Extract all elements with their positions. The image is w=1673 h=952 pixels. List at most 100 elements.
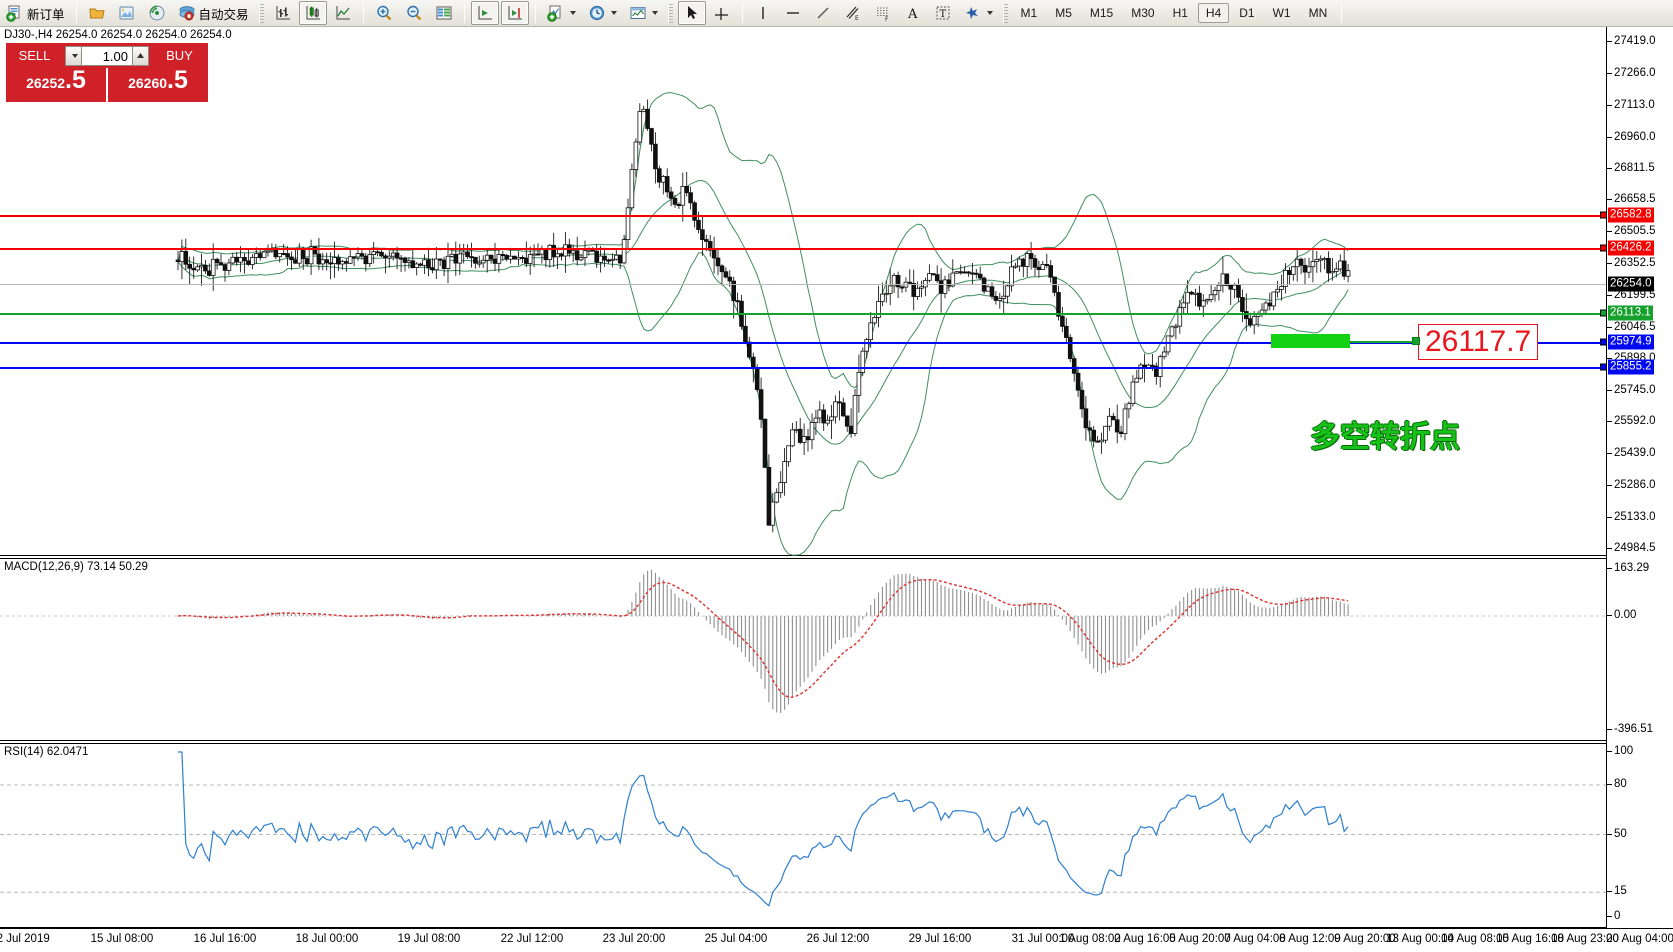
price-tag-support[interactable]: 26113.1 [1608, 305, 1653, 321]
profile-button[interactable] [113, 1, 141, 25]
shapes-button[interactable] [959, 1, 998, 25]
horizontal-level-line[interactable] [0, 283, 1606, 285]
rsi-tick [1607, 751, 1612, 752]
rsi-tick [1607, 916, 1612, 917]
indicators-button[interactable] [542, 1, 581, 25]
level-line-handle[interactable] [1600, 211, 1607, 219]
price-tag-resistance[interactable]: 26582.8 [1608, 207, 1654, 223]
fibonacci-button[interactable]: F [869, 1, 897, 25]
chevron-down-icon[interactable] [610, 11, 617, 15]
timeframe-h1[interactable]: H1 [1172, 6, 1188, 20]
chevron-down-icon[interactable] [986, 11, 993, 15]
macd-header: MACD(12,26,9) 73.14 50.29 [4, 561, 148, 573]
price-tag-last-price[interactable]: 26254.0 [1608, 276, 1654, 292]
buy-button[interactable]: BUY [151, 43, 208, 68]
level-line-handle[interactable] [1600, 363, 1607, 371]
price-axis-label: 25133.0 [1614, 511, 1656, 524]
timeframe-m15[interactable]: M15 [1089, 6, 1114, 20]
chinese-annotation[interactable]: 多空转折点 [1310, 420, 1460, 455]
shift-start-button[interactable] [470, 1, 499, 25]
toolbar-grip-3[interactable] [1002, 3, 1008, 23]
price-panel[interactable]: DJ30-,H4 26254.0 26254.0 26254.0 26254.0 [0, 27, 1606, 556]
svg-text:E: E [855, 15, 859, 22]
equidistant-button[interactable]: E [839, 1, 867, 25]
horizontal-level-line[interactable] [0, 341, 1606, 344]
price-tick [1607, 389, 1612, 391]
cursor-button[interactable] [677, 1, 706, 25]
price-tick [1607, 548, 1612, 549]
chart-area[interactable]: DJ30-,H4 26254.0 26254.0 26254.0 26254.0… [0, 27, 1673, 952]
folder-button[interactable] [83, 1, 111, 25]
sell-button[interactable]: SELL [6, 43, 63, 68]
buy-price[interactable]: 26260 .5 [108, 68, 208, 102]
bar-chart-icon [274, 4, 292, 22]
vline-icon [754, 4, 772, 22]
volume-input[interactable]: 1.00 [82, 45, 132, 66]
timeframe-w1[interactable]: W1 [1272, 6, 1291, 20]
vline-button[interactable] [749, 1, 777, 25]
toolbar-grip-2[interactable] [667, 3, 673, 23]
timeframe-mn[interactable]: MN [1308, 6, 1328, 20]
level-line-handle[interactable] [1600, 309, 1607, 317]
time-axis-label: 1 Aug 08:00 [1059, 933, 1121, 945]
price-tag-support[interactable]: 25855.2 [1608, 359, 1654, 375]
trendline-button[interactable] [809, 1, 837, 25]
data-window-button[interactable] [430, 1, 458, 25]
zoom-in-button[interactable] [370, 1, 398, 25]
text-icon: A [904, 4, 922, 22]
timeframe-m5[interactable]: M5 [1055, 6, 1072, 20]
main-toolbar: 新订单 [0, 0, 1673, 27]
timeframe-m1[interactable]: M1 [1020, 6, 1038, 20]
macd-panel[interactable]: MACD(12,26,9) 73.14 50.29 [0, 558, 1606, 741]
volume-up-button[interactable] [132, 45, 149, 66]
timeframe-m30[interactable]: M30 [1131, 6, 1155, 20]
zoom-out-button[interactable] [400, 1, 428, 25]
time-axis-label: 25 Jul 04:00 [704, 933, 768, 945]
line-chart-button[interactable] [329, 1, 357, 25]
buy-price-frac: .5 [167, 66, 188, 94]
time-axis-label: 13 Aug 00:00 [1386, 933, 1454, 945]
signal-button[interactable] [143, 1, 171, 25]
rsi-panel[interactable]: RSI(14) 62.0471 [0, 743, 1606, 928]
price-axis-label: 26352.5 [1614, 257, 1656, 270]
hline-button[interactable] [779, 1, 807, 25]
price-axis-label: 26960.0 [1614, 130, 1656, 143]
timeframe-h4[interactable]: H4 [1197, 3, 1230, 23]
volume-dropdown-button[interactable] [65, 45, 82, 66]
new-order-button[interactable]: 新订单 [1, 1, 70, 25]
price-axis[interactable]: 27419.0 27266.0 27113.0 26960.0 26811.5 26658… [1606, 27, 1673, 928]
buy-price-int: 26260 [128, 75, 168, 91]
price-tag-resistance[interactable]: 26426.2 [1608, 240, 1654, 256]
price-box-anchor[interactable] [1412, 337, 1420, 345]
crosshair-button[interactable] [708, 1, 736, 25]
rsi-tick [1607, 833, 1612, 835]
chevron-down-icon[interactable] [651, 11, 658, 15]
toolbar-grip[interactable] [258, 3, 264, 23]
horizontal-level-line[interactable] [0, 247, 1606, 250]
level-line-handle[interactable] [1600, 244, 1607, 252]
macd-axis-label: 0.00 [1614, 608, 1637, 621]
sell-price[interactable]: 26252 .5 [6, 68, 106, 102]
templates-button[interactable] [624, 1, 663, 25]
autotrade-button[interactable]: 自动交易 [173, 1, 254, 25]
time-axis-label: 2 Aug 16:00 [1114, 933, 1176, 945]
bar-chart-button[interactable] [269, 1, 297, 25]
price-tag-support[interactable]: 25974.9 [1608, 334, 1654, 350]
price-tick [1607, 41, 1612, 42]
one-click-trading-panel[interactable]: SELL 1.00 BUY 26252 .5 26260 .5 [6, 43, 208, 102]
horizontal-level-line[interactable] [0, 215, 1606, 218]
level-line-handle[interactable] [1600, 338, 1607, 346]
horizontal-level-line[interactable] [0, 312, 1606, 315]
horizontal-level-line[interactable] [0, 366, 1606, 369]
hline-icon [784, 4, 802, 22]
shift-end-button[interactable] [500, 1, 529, 25]
candlestick-chart-button[interactable] [298, 1, 327, 25]
chevron-down-icon[interactable] [569, 11, 576, 15]
volume-control[interactable]: 1.00 [63, 43, 151, 68]
period-button[interactable] [583, 1, 622, 25]
time-axis[interactable]: 12 Jul 2019 15 Jul 08:00 16 Jul 16:00 18 Ju… [0, 928, 1673, 952]
price-box-annotation[interactable]: 26117.7 [1418, 324, 1539, 360]
text-button[interactable]: A [899, 1, 927, 25]
label-button[interactable]: T [929, 1, 957, 25]
timeframe-d1[interactable]: D1 [1239, 6, 1255, 20]
